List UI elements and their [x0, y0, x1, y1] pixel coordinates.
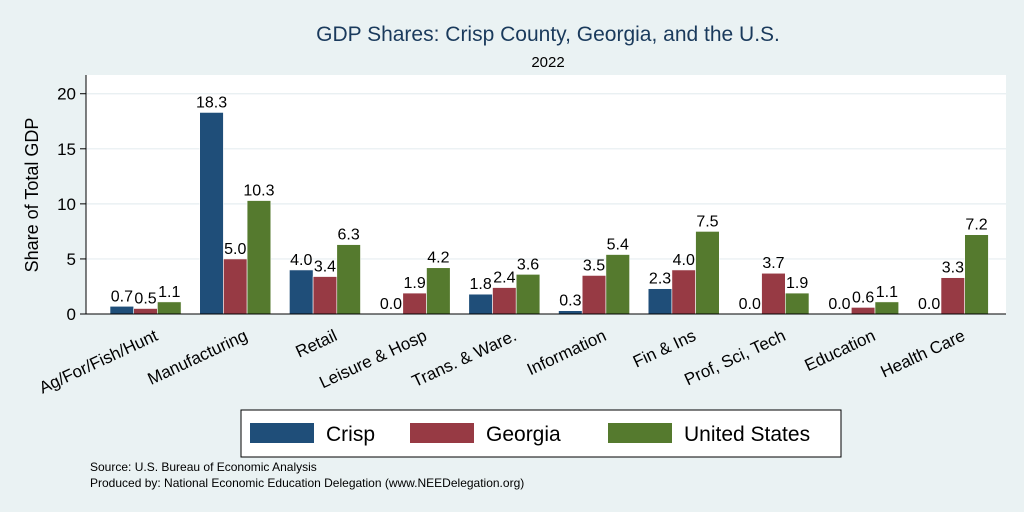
y-tick-label: 10 [57, 195, 76, 214]
x-tick-label: Prof, Sci, Tech [681, 326, 788, 389]
x-tick-label: Fin & Ins [630, 326, 699, 372]
legend-swatch-united-states [608, 423, 672, 443]
data-label: 3.4 [314, 259, 336, 276]
data-label: 0.5 [134, 290, 156, 307]
y-tick-label: 20 [57, 85, 76, 104]
bar-united-states [515, 274, 541, 315]
bar-united-states [426, 267, 451, 315]
y-tick-label: 15 [57, 140, 76, 159]
data-label: 18.3 [196, 94, 227, 111]
bar-united-states [246, 200, 272, 315]
data-label: 1.1 [158, 284, 180, 301]
bar-crisp [289, 269, 314, 315]
data-label: 4.0 [673, 252, 695, 269]
bar-georgia [223, 258, 248, 315]
legend: Crisp Georgia United States [240, 409, 842, 458]
data-label: 0.0 [739, 296, 761, 313]
data-label: 2.3 [649, 271, 671, 288]
data-label: 1.8 [470, 276, 492, 293]
data-label: 0.0 [918, 296, 940, 313]
data-label: 7.2 [965, 217, 987, 234]
data-label: 4.2 [427, 250, 449, 267]
y-tick-label: 0 [67, 305, 76, 324]
data-label: 7.5 [696, 213, 718, 230]
data-label: 0.7 [111, 288, 133, 305]
bar-georgia [940, 277, 966, 315]
bar-united-states [157, 301, 182, 315]
bar-united-states [964, 234, 989, 315]
bar-crisp [109, 305, 135, 315]
data-label: 1.9 [404, 275, 426, 292]
x-tick-label: Ag/For/Fish/Hunt [36, 326, 161, 398]
x-tick-label: Health Care [878, 326, 968, 382]
y-axis-label: Share of Total GDP [22, 118, 42, 273]
bar-georgia [850, 307, 876, 315]
bar-georgia [402, 292, 427, 315]
bar-united-states [336, 244, 361, 315]
data-label: 3.6 [517, 256, 539, 273]
source-note: Source: U.S. Bureau of Economic Analysis [90, 460, 317, 474]
data-label: 2.4 [493, 270, 515, 287]
data-label: 3.7 [762, 255, 784, 272]
legend-swatch-crisp [250, 423, 314, 443]
data-label: 0.3 [559, 293, 581, 310]
bar-united-states [874, 301, 900, 315]
bar-united-states [605, 254, 630, 315]
bar-georgia [581, 275, 607, 315]
data-label: 5.0 [224, 241, 246, 258]
x-tick-label: Retail [293, 326, 340, 362]
bar-united-states [695, 231, 720, 315]
x-tick-label: Information [524, 326, 609, 379]
bars-group: 0.7 0.5 1.118.35.010.34.0 3.46.30.01.94.21.… [109, 94, 989, 315]
x-tick-label: Education [802, 326, 879, 375]
bar-crisp [199, 112, 224, 315]
legend-label: Crisp [326, 423, 375, 446]
bar-georgia [133, 308, 158, 315]
bar-crisp [647, 288, 673, 315]
chart-subtitle: 2022 [531, 54, 564, 71]
data-label: 6.3 [338, 227, 360, 244]
bar-crisp [468, 293, 493, 315]
data-label: 0.0 [828, 296, 850, 313]
x-tick-label: Manufacturing [145, 326, 251, 389]
bar-united-states [784, 292, 810, 315]
data-label: 4.0 [290, 252, 312, 269]
chart-title: GDP Shares: Crisp County, Georgia, and t… [316, 23, 780, 46]
produced-note: Produced by: National Economic Education… [90, 476, 524, 490]
bar-georgia [761, 272, 786, 315]
data-label: 10.3 [243, 183, 274, 200]
data-label: 1.9 [786, 275, 808, 292]
legend-label: United States [684, 423, 810, 446]
data-label: 0.6 [852, 289, 874, 306]
data-label: 3.5 [583, 257, 605, 274]
bar-georgia [492, 287, 517, 315]
bar-georgia [671, 269, 696, 315]
data-label: 1.1 [876, 284, 898, 301]
legend-label: Georgia [486, 423, 561, 446]
data-label: 5.4 [607, 237, 629, 254]
bar-georgia [312, 276, 338, 315]
data-label: 3.3 [942, 260, 964, 277]
legend-box [240, 409, 842, 458]
data-label: 0.0 [380, 296, 402, 313]
y-axis: 0 5 10 15 20 [57, 75, 87, 324]
legend-swatch-georgia [410, 423, 474, 443]
y-tick-label: 5 [67, 250, 76, 269]
